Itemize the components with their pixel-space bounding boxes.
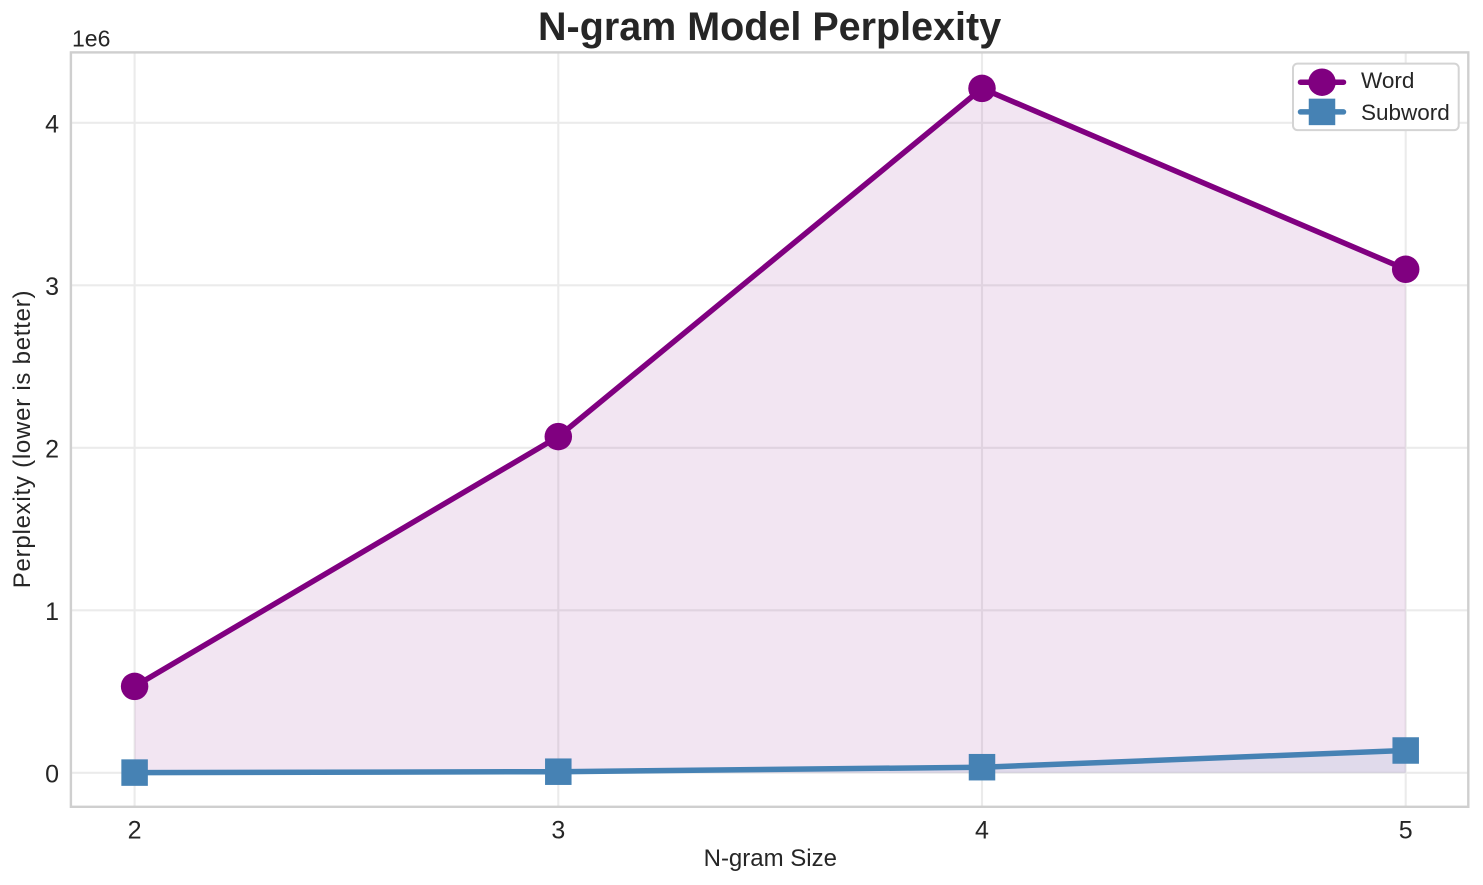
svg-text:3: 3 <box>551 817 565 845</box>
svg-text:1: 1 <box>45 598 59 626</box>
svg-text:2: 2 <box>128 817 142 845</box>
svg-text:N-gram Size: N-gram Size <box>704 845 837 872</box>
svg-text:4: 4 <box>975 817 989 845</box>
svg-text:1e6: 1e6 <box>72 26 110 52</box>
svg-text:5: 5 <box>1399 817 1413 845</box>
svg-text:0: 0 <box>45 760 59 788</box>
svg-text:N-gram Model Perplexity: N-gram Model Perplexity <box>538 5 1001 49</box>
svg-text:4: 4 <box>45 110 59 138</box>
svg-text:Subword: Subword <box>1361 100 1450 125</box>
svg-text:3: 3 <box>45 273 59 301</box>
svg-text:Word: Word <box>1361 68 1414 93</box>
svg-text:Perplexity (lower is better): Perplexity (lower is better) <box>9 290 36 588</box>
svg-text:2: 2 <box>45 435 59 463</box>
